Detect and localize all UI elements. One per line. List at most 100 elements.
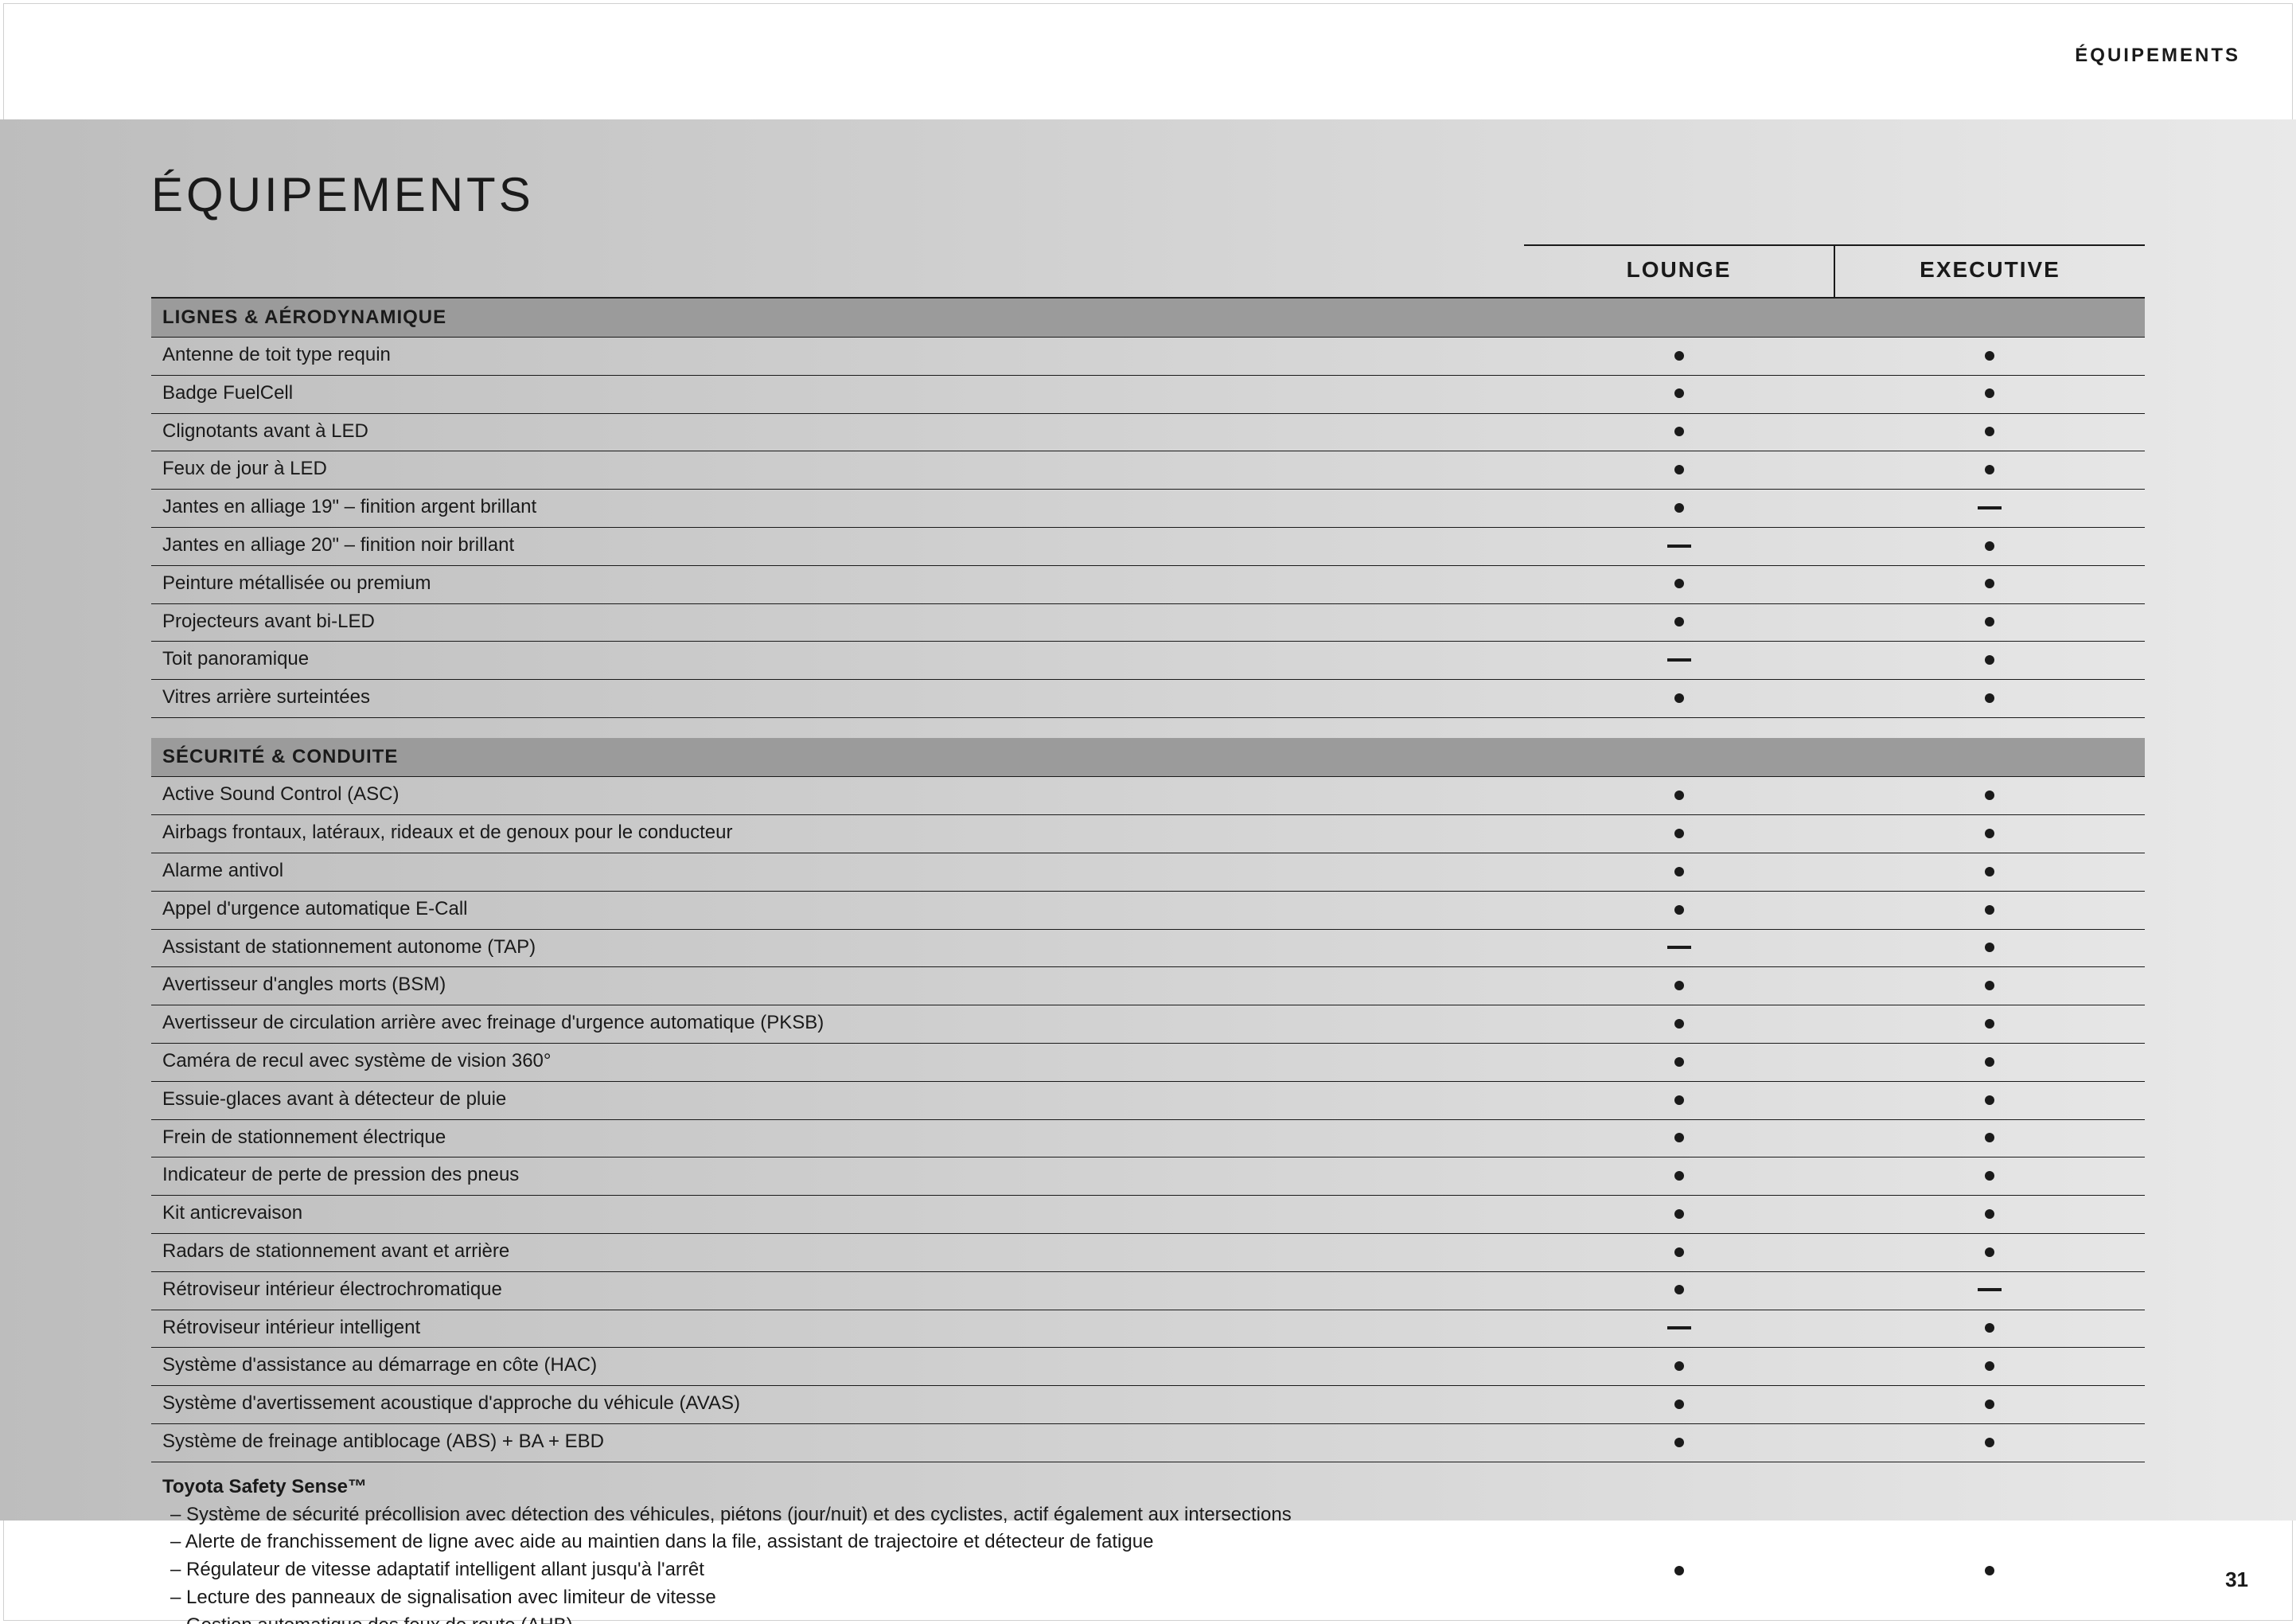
feature-label: Frein de stationnement électrique [151, 1119, 1524, 1157]
mark-included [1834, 1462, 2145, 1624]
mark-included [1834, 967, 2145, 1005]
table-row: Badge FuelCell [151, 375, 2145, 413]
mark-included [1834, 642, 2145, 680]
table-row: Rétroviseur intérieur électrochromatique [151, 1271, 2145, 1310]
mark-included [1524, 375, 1834, 413]
table-row: Avertisseur de circulation arrière avec … [151, 1005, 2145, 1044]
table-row: Projecteurs avant bi-LED [151, 603, 2145, 642]
mark-included [1524, 1119, 1834, 1157]
mark-included [1834, 413, 2145, 451]
table-row: Indicateur de perte de pression des pneu… [151, 1157, 2145, 1196]
mark-included [1524, 1386, 1834, 1424]
table-row: Feux de jour à LED [151, 451, 2145, 490]
mark-included [1524, 413, 1834, 451]
mark-included [1524, 891, 1834, 929]
tss-item: – Système de sécurité précollision avec … [162, 1501, 1513, 1529]
feature-label: Appel d'urgence automatique E-Call [151, 891, 1524, 929]
mark-included [1834, 375, 2145, 413]
mark-included [1834, 1044, 2145, 1082]
feature-label: Avertisseur d'angles morts (BSM) [151, 967, 1524, 1005]
section-header: SÉCURITÉ & CONDUITE [151, 738, 2145, 777]
feature-label: Feux de jour à LED [151, 451, 1524, 490]
feature-label: Jantes en alliage 20" – finition noir br… [151, 527, 1524, 565]
feature-label: Kit anticrevaison [151, 1196, 1524, 1234]
mark-included [1834, 1081, 2145, 1119]
feature-label: Indicateur de perte de pression des pneu… [151, 1157, 1524, 1196]
mark-included [1834, 1424, 2145, 1462]
tss-item: – Alerte de franchissement de ligne avec… [162, 1528, 1513, 1556]
mark-included [1834, 1386, 2145, 1424]
table-row: Essuie-glaces avant à détecteur de pluie [151, 1081, 2145, 1119]
section-header: LIGNES & AÉRODYNAMIQUE [151, 298, 2145, 338]
mark-included [1524, 490, 1834, 528]
mark-included [1834, 565, 2145, 603]
mark-included [1524, 1348, 1834, 1386]
table-row: Toit panoramique [151, 642, 2145, 680]
feature-label: Airbags frontaux, latéraux, rideaux et d… [151, 815, 1524, 853]
tss-item: – Gestion automatique des feux de route … [162, 1612, 1513, 1624]
table-row: Alarme antivol [151, 853, 2145, 892]
mark-included [1524, 1424, 1834, 1462]
feature-label: Radars de stationnement avant et arrière [151, 1234, 1524, 1272]
mark-included [1834, 1310, 2145, 1348]
mark-not-included [1524, 1310, 1834, 1348]
table-row: Jantes en alliage 20" – finition noir br… [151, 527, 2145, 565]
equipment-table: LOUNGE EXECUTIVE LIGNES & AÉRODYNAMIQUE A… [151, 244, 2145, 1624]
tss-item: – Lecture des panneaux de signalisation … [162, 1584, 1513, 1612]
mark-included [1834, 338, 2145, 376]
table-row: Système d'avertissement acoustique d'app… [151, 1386, 2145, 1424]
feature-label: Rétroviseur intérieur électrochromatique [151, 1271, 1524, 1310]
mark-included [1834, 603, 2145, 642]
mark-included [1524, 565, 1834, 603]
feature-label: Badge FuelCell [151, 375, 1524, 413]
content-area: ÉQUIPEMENTS LOUNGE EXECUTIVE LIGNES & AÉ… [151, 119, 2145, 1521]
mark-included [1834, 853, 2145, 892]
feature-label: Clignotants avant à LED [151, 413, 1524, 451]
feature-label: Système de freinage antiblocage (ABS) + … [151, 1424, 1524, 1462]
feature-label: Avertisseur de circulation arrière avec … [151, 1005, 1524, 1044]
mark-included [1834, 929, 2145, 967]
mark-included [1524, 967, 1834, 1005]
table-row: Rétroviseur intérieur intelligent [151, 1310, 2145, 1348]
table-row: Caméra de recul avec système de vision 3… [151, 1044, 2145, 1082]
page: ÉQUIPEMENTS ÉQUIPEMENTS LOUNGE EXECUTIVE… [0, 0, 2296, 1624]
table-row: Frein de stationnement électrique [151, 1119, 2145, 1157]
mark-included [1524, 1234, 1834, 1272]
mark-included [1524, 1196, 1834, 1234]
header-empty [151, 245, 1524, 298]
column-header-lounge: LOUNGE [1524, 245, 1834, 298]
mark-not-included [1834, 490, 2145, 528]
mark-included [1834, 777, 2145, 815]
table-row: Kit anticrevaison [151, 1196, 2145, 1234]
feature-label: Assistant de stationnement autonome (TAP… [151, 929, 1524, 967]
feature-label: Jantes en alliage 19" – finition argent … [151, 490, 1524, 528]
table-row: Vitres arrière surteintées [151, 680, 2145, 718]
mark-included [1524, 603, 1834, 642]
mark-included [1524, 451, 1834, 490]
table-row: Jantes en alliage 19" – finition argent … [151, 490, 2145, 528]
mark-included [1524, 338, 1834, 376]
mark-included [1524, 815, 1834, 853]
mark-included [1834, 527, 2145, 565]
feature-label: Active Sound Control (ASC) [151, 777, 1524, 815]
table-row: Peinture métallisée ou premium [151, 565, 2145, 603]
feature-label: Toit panoramique [151, 642, 1524, 680]
mark-included [1524, 680, 1834, 718]
mark-included [1834, 815, 2145, 853]
mark-not-included [1834, 1271, 2145, 1310]
mark-included [1834, 1348, 2145, 1386]
mark-not-included [1524, 642, 1834, 680]
feature-label: Projecteurs avant bi-LED [151, 603, 1524, 642]
table-row: Appel d'urgence automatique E-Call [151, 891, 2145, 929]
mark-included [1834, 891, 2145, 929]
section-title: SÉCURITÉ & CONDUITE [151, 738, 2145, 777]
tss-row: Toyota Safety Sense™– Système de sécurit… [151, 1462, 2145, 1624]
feature-label: Essuie-glaces avant à détecteur de pluie [151, 1081, 1524, 1119]
page-number: 31 [2225, 1567, 2248, 1592]
mark-included [1524, 1157, 1834, 1196]
table-header-row: LOUNGE EXECUTIVE [151, 245, 2145, 298]
tss-block: Toyota Safety Sense™– Système de sécurit… [151, 1462, 1524, 1624]
mark-included [1524, 853, 1834, 892]
mark-included [1834, 1196, 2145, 1234]
table-row: Système de freinage antiblocage (ABS) + … [151, 1424, 2145, 1462]
